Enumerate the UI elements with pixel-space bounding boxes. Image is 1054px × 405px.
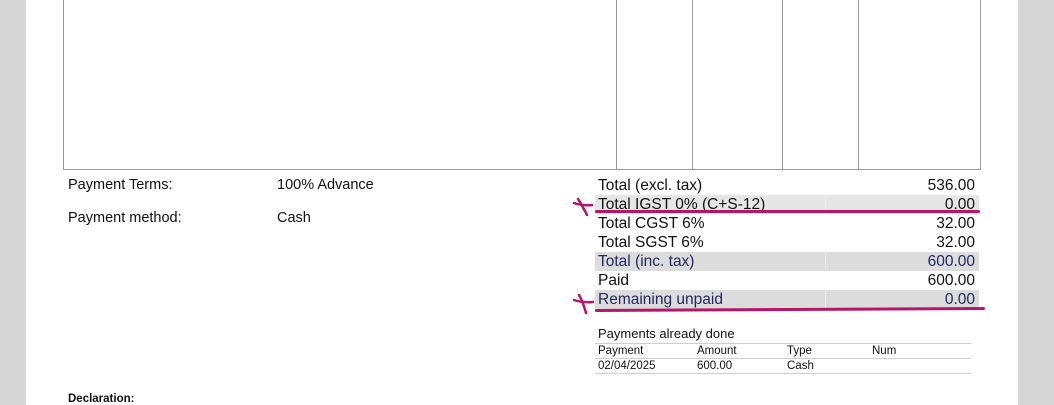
column-divider: [616, 0, 617, 169]
annotation-cross-icon: [572, 197, 594, 217]
payments-table: Payment Amount Type Num 02/04/2025 600.0…: [595, 343, 971, 374]
invoice-lines-table: [63, 0, 981, 170]
total-value: 600.00: [927, 272, 975, 289]
payment-terms-label: Payment Terms:: [68, 177, 173, 193]
total-value: 600.00: [927, 253, 975, 270]
header-type: Type: [787, 345, 812, 357]
total-label: Remaining unpaid: [598, 291, 723, 308]
column-divider: [782, 0, 783, 169]
total-label: Total IGST 0% (C+S-12): [598, 196, 766, 213]
total-value: 536.00: [927, 177, 975, 194]
declaration-label: Declaration:: [68, 393, 135, 405]
table-row: 02/04/2025 600.00 Cash: [595, 359, 971, 374]
column-divider: [858, 0, 859, 169]
row-divider: [825, 252, 826, 271]
payments-header-row: Payment Amount Type Num: [595, 344, 971, 359]
payments-title: Payments already done: [598, 326, 735, 341]
payment-amount: 600.00: [697, 360, 733, 372]
row-divider: [825, 290, 826, 309]
total-value: 0.00: [944, 291, 975, 308]
total-label: Total (excl. tax): [598, 177, 703, 194]
header-payment: Payment: [598, 345, 644, 357]
header-amount: Amount: [697, 345, 737, 357]
total-sgst-row: Total SGST 6% 32.00: [595, 233, 979, 252]
total-label: Paid: [598, 272, 630, 289]
payment-method-value: Cash: [277, 210, 311, 226]
header-num: Num: [872, 345, 897, 357]
total-label: Total (inc. tax): [598, 253, 695, 270]
payment-terms-value: 100% Advance: [277, 177, 374, 193]
payment-date: 02/04/2025: [598, 360, 656, 372]
annotation-underline: [595, 210, 980, 213]
invoice-page: Payment Terms: 100% Advance Payment meth…: [26, 0, 1018, 405]
total-cgst-row: Total CGST 6% 32.00: [595, 214, 979, 233]
payment-type: Cash: [787, 360, 814, 372]
column-divider: [692, 0, 693, 169]
annotation-underline: [594, 306, 986, 313]
total-value: 32.00: [936, 215, 975, 232]
total-value: 0.00: [944, 196, 975, 213]
paid-row: Paid 600.00: [595, 271, 979, 290]
payment-method-label: Payment method:: [68, 210, 182, 226]
row-divider: [825, 195, 826, 214]
total-igst-row: Total IGST 0% (C+S-12) 0.00: [595, 195, 979, 214]
total-value: 32.00: [936, 234, 975, 251]
annotation-cross-icon: [572, 293, 594, 315]
payments-section: Payments already done Payment Amount Typ…: [595, 325, 971, 374]
total-inc-tax-row: Total (inc. tax) 600.00: [595, 252, 979, 271]
totals-table: Total (excl. tax) 536.00 Total IGST 0% (…: [595, 176, 979, 309]
remaining-unpaid-row: Remaining unpaid 0.00: [595, 290, 979, 309]
total-label: Total CGST 6%: [598, 215, 705, 232]
total-excl-tax-row: Total (excl. tax) 536.00: [595, 176, 979, 195]
total-label: Total SGST 6%: [598, 234, 704, 251]
